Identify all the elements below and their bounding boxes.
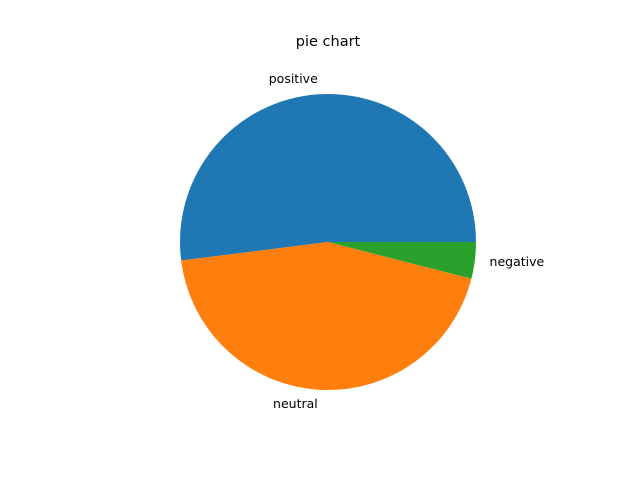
pie-slice-neutral bbox=[181, 242, 472, 390]
pie-label-positive: positive bbox=[269, 71, 318, 86]
pie-slice-negative bbox=[328, 242, 477, 279]
pie-slice-positive bbox=[180, 93, 477, 261]
pie-label-negative: negative bbox=[490, 254, 545, 269]
pie-label-neutral: neutral bbox=[273, 396, 318, 411]
chart-title: pie chart bbox=[295, 34, 361, 50]
pie-labels: positive neutral negative bbox=[269, 71, 545, 411]
pie-slices bbox=[180, 93, 477, 390]
